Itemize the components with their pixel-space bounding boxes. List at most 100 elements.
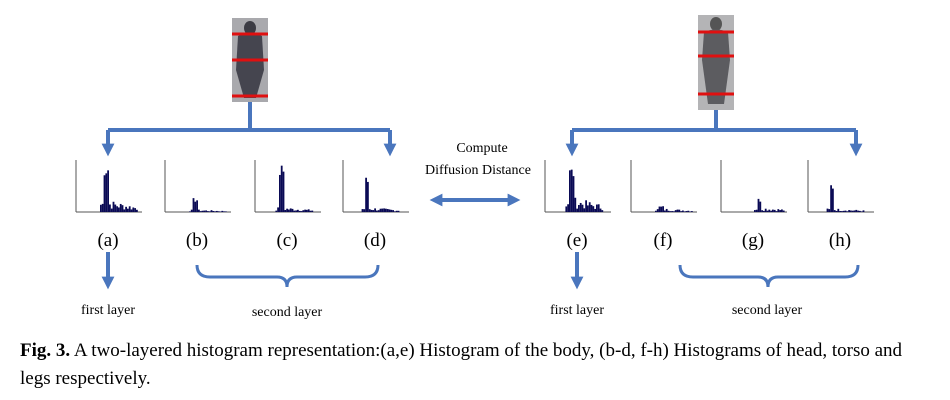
hist-bar <box>298 210 301 212</box>
tree-arrows <box>101 102 863 290</box>
hist-bar <box>385 208 387 212</box>
hist-bar <box>205 210 207 212</box>
hist-bar <box>107 170 109 212</box>
hist-bar <box>105 173 108 212</box>
hist-bar <box>118 207 120 212</box>
caption-text: A two-layered histogram representation:(… <box>20 340 903 389</box>
hist-bar <box>835 210 838 212</box>
layer-label: first layer <box>550 303 604 318</box>
hist-bar <box>680 211 682 212</box>
hist-bar <box>114 204 117 212</box>
hist-bar <box>572 176 575 212</box>
hist-bar <box>370 209 373 212</box>
hist-bar <box>768 209 771 212</box>
center-label: Compute <box>456 141 507 156</box>
person-image-left <box>232 18 268 102</box>
hist-bar <box>587 205 589 212</box>
panel-label: (h) <box>829 230 851 251</box>
hist-bar <box>689 211 691 212</box>
hist-bar <box>579 202 582 212</box>
hist-bar <box>190 209 193 212</box>
hist-bar <box>309 210 312 212</box>
hist-bar <box>763 210 765 212</box>
hist-bar <box>379 208 382 212</box>
hist-bar <box>846 211 849 212</box>
hist-bar <box>655 210 657 212</box>
hist-bar <box>392 210 394 212</box>
hist-bar <box>770 210 772 212</box>
hist-bar <box>368 209 371 212</box>
hist-bar <box>775 211 778 212</box>
center-label: Diffusion Distance <box>425 163 531 178</box>
caption-label: Fig. 3. <box>20 340 71 361</box>
hist-bar <box>397 210 400 212</box>
hist-bar <box>676 209 679 212</box>
hist-bar <box>394 211 396 212</box>
hist-bar <box>363 209 366 212</box>
hist-bar <box>662 206 664 212</box>
hist-bar <box>388 209 391 212</box>
hist-bar <box>221 210 224 212</box>
person-image-right <box>698 15 734 110</box>
hist-bar <box>386 209 389 212</box>
hist-bar <box>828 209 831 212</box>
hist-bar <box>372 210 375 212</box>
hist-bar <box>280 165 283 212</box>
hist-bar <box>772 209 774 212</box>
hist-bar <box>857 210 859 212</box>
hist-bar <box>773 209 776 212</box>
hist-bar <box>361 209 364 212</box>
hist-bar <box>302 210 305 212</box>
hist-bar <box>678 209 681 212</box>
hist-bar <box>304 209 306 212</box>
hist-bar <box>216 210 218 212</box>
hist-bar <box>851 210 854 212</box>
hist-bar <box>601 210 604 212</box>
hist-bar <box>779 210 781 212</box>
hist-bar <box>848 210 850 212</box>
hist-bar <box>855 209 858 212</box>
hist-bar <box>567 204 569 212</box>
hist-bar <box>383 208 385 212</box>
hist-bar <box>764 208 767 212</box>
hist-bar <box>212 210 215 212</box>
hist-bar <box>658 206 661 212</box>
hist-bar <box>103 175 106 212</box>
panel-label: (g) <box>742 230 764 251</box>
hist-bar <box>128 206 131 212</box>
hist-bar <box>585 200 587 212</box>
hist-bar <box>673 211 675 212</box>
hist-bar <box>291 208 294 212</box>
layer-label: second layer <box>252 305 323 320</box>
panel-label: (f) <box>654 230 673 251</box>
hist-bar <box>306 209 308 212</box>
hist-bar <box>376 210 378 212</box>
hist-bar <box>656 209 659 212</box>
hist-bar <box>755 209 758 212</box>
hist-bar <box>110 208 113 212</box>
brace-right <box>678 264 860 288</box>
hist-bar <box>109 204 111 212</box>
hist-bar <box>210 210 213 212</box>
hist-bar <box>687 210 690 212</box>
hist-bar <box>282 171 285 212</box>
hist-bar <box>860 211 863 212</box>
layer-label: first layer <box>81 303 135 318</box>
hist-bar <box>377 210 380 212</box>
hist-bar <box>307 209 310 212</box>
panel-label: (c) <box>276 230 297 251</box>
hist-bar <box>578 205 580 212</box>
hist-bar <box>381 208 384 212</box>
hist-bar <box>759 201 762 212</box>
hist-bar <box>300 211 303 212</box>
hist-bar <box>203 210 206 212</box>
hist-bar <box>826 208 829 212</box>
hist-bar <box>284 209 287 212</box>
hist-bar <box>859 210 861 212</box>
hist-bar <box>374 208 376 212</box>
hist-bar <box>293 210 296 212</box>
hist-bar <box>192 198 195 212</box>
hist-bar <box>782 210 785 212</box>
hist-bar <box>198 209 200 212</box>
